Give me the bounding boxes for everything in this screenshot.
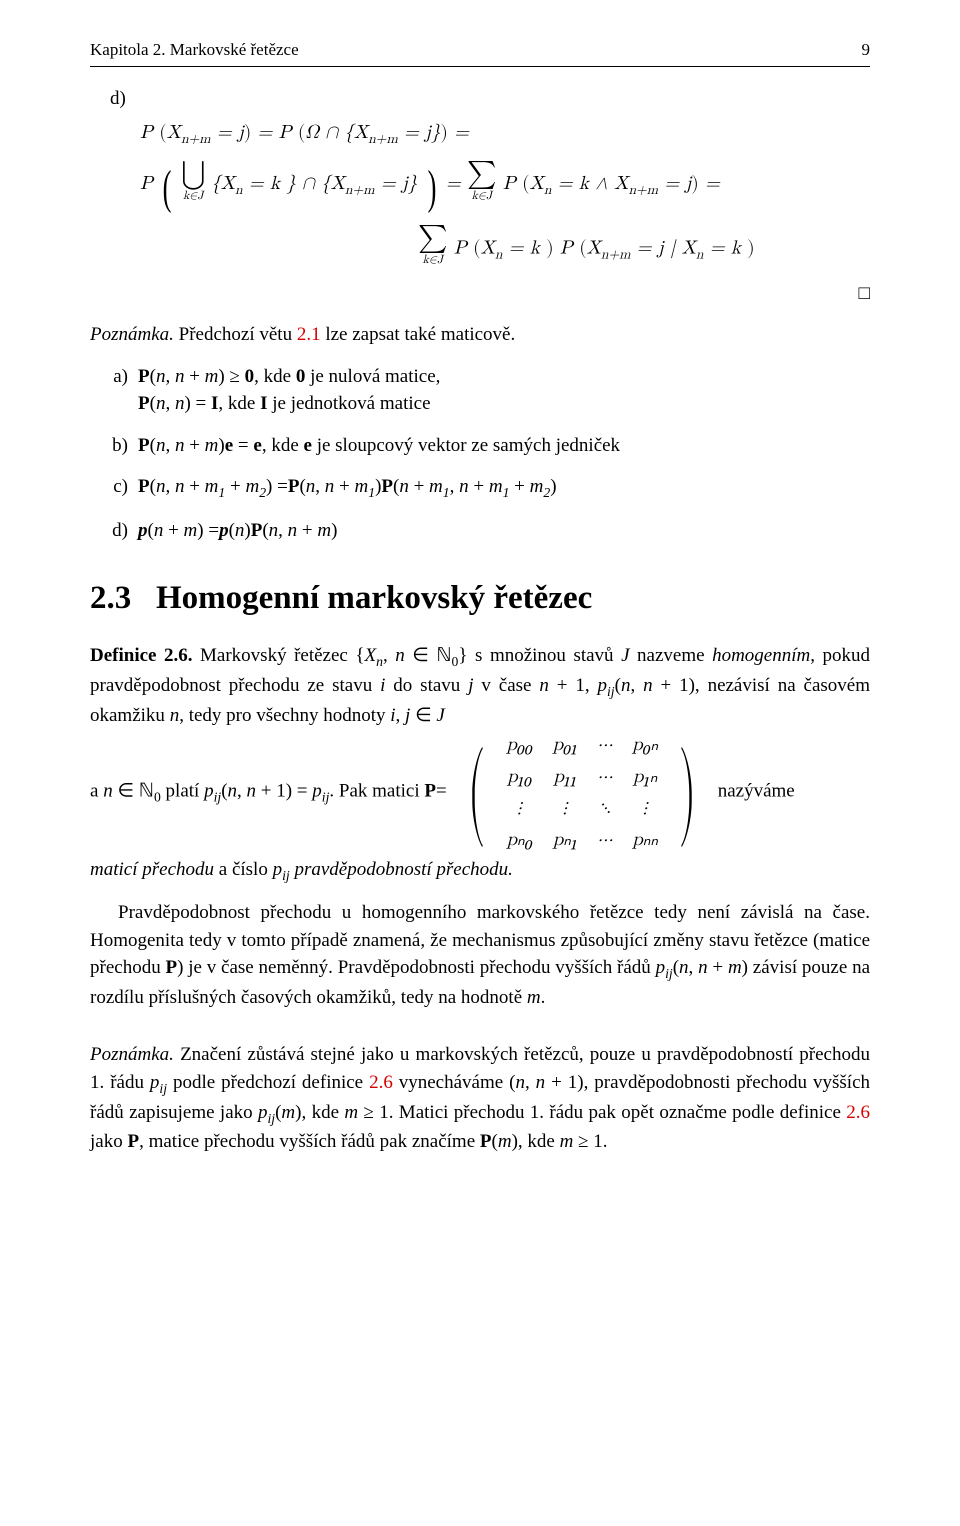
remark-1-text-b: lze zapsat také maticově.	[321, 324, 516, 345]
page: Kapitola 2. Markovské řetězce 9 d) P (Xn…	[0, 0, 960, 1526]
remark-1: Poznámka. Předchozí větu 2.1 lze zapsat …	[90, 321, 870, 349]
list-item: b) P(n, n + m)e = e, kde e je sloupcový …	[90, 432, 870, 460]
remark-2: Poznámka. Značení zůstává stejné jako u …	[90, 1041, 870, 1155]
list-item: d) p(n + m) =p(n)P(n, n + m)	[90, 517, 870, 545]
item-content: p(n + m) =p(n)P(n, n + m)	[138, 517, 870, 545]
proof-item-d-marker: d)	[110, 85, 870, 113]
remark-label: Poznámka.	[90, 324, 174, 345]
item-marker: a)	[90, 363, 138, 418]
item-content: P(n, n + m)e = e, kde e je sloupcový vek…	[138, 432, 870, 460]
qed-box: □	[90, 280, 870, 308]
matrix-table: p₀₀p₀₁⋯p₀ₙ p₁₀p₁₁⋯p₁ₙ ⋮⋮⋱⋮ pₙ₀pₙ₁⋯pₙₙ	[496, 729, 668, 855]
section-title: Homogenní markovský řetězec	[156, 580, 592, 616]
ref-2-6-b[interactable]: 2.6	[846, 1102, 870, 1123]
page-number: 9	[862, 40, 871, 60]
item-content: P(n, n + m) ≥ 0, kde 0 je nulová matice,…	[138, 363, 870, 418]
remark-1-text-a: Předchozí větu	[179, 324, 297, 345]
ref-2-1[interactable]: 2.1	[297, 324, 321, 345]
para-homogeneous: Pravděpodobnost přechodu u homogenního m…	[90, 899, 870, 1011]
chapter-title: Kapitola 2. Markovské řetězce	[90, 40, 299, 60]
item-marker: c)	[90, 473, 138, 503]
item-marker: b)	[90, 432, 138, 460]
ref-2-6-a[interactable]: 2.6	[369, 1072, 393, 1093]
body: d) P (Xn+m = j) = P (Ω ∩ {Xn+m = j}) = P…	[90, 85, 870, 1156]
transition-matrix: ( p₀₀p₀₁⋯p₀ₙ p₁₀p₁₁⋯p₁ₙ ⋮⋮⋱⋮ pₙ₀pₙ₁⋯pₙₙ …	[457, 729, 707, 855]
section-heading: 2.3 Homogenní markovský řetězec	[90, 575, 870, 623]
head-rule	[90, 66, 870, 67]
definition-2-6: Definice 2.6. Markovský řetězec {Xn, n ∈…	[90, 642, 870, 885]
list-item: a) P(n, n + m) ≥ 0, kde 0 je nulová mati…	[90, 363, 870, 418]
list-item: c) P(n, n + m1 + m2) =P(n, n + m1)P(n + …	[90, 473, 870, 503]
matrix-identity-list: a) P(n, n + m) ≥ 0, kde 0 je nulová mati…	[90, 363, 870, 545]
item-marker: d)	[90, 517, 138, 545]
definition-label: Definice 2.6.	[90, 645, 193, 666]
item-content: P(n, n + m1 + m2) =P(n, n + m1)P(n + m1,…	[138, 473, 870, 503]
remark-label: Poznámka.	[90, 1044, 174, 1065]
running-head: Kapitola 2. Markovské řetězce 9	[90, 40, 870, 60]
section-number: 2.3	[90, 580, 131, 616]
proof-d-eq: P (Xn+m = j) = P (Ω ∩ {Xn+m = j}) = P ( …	[140, 119, 870, 270]
